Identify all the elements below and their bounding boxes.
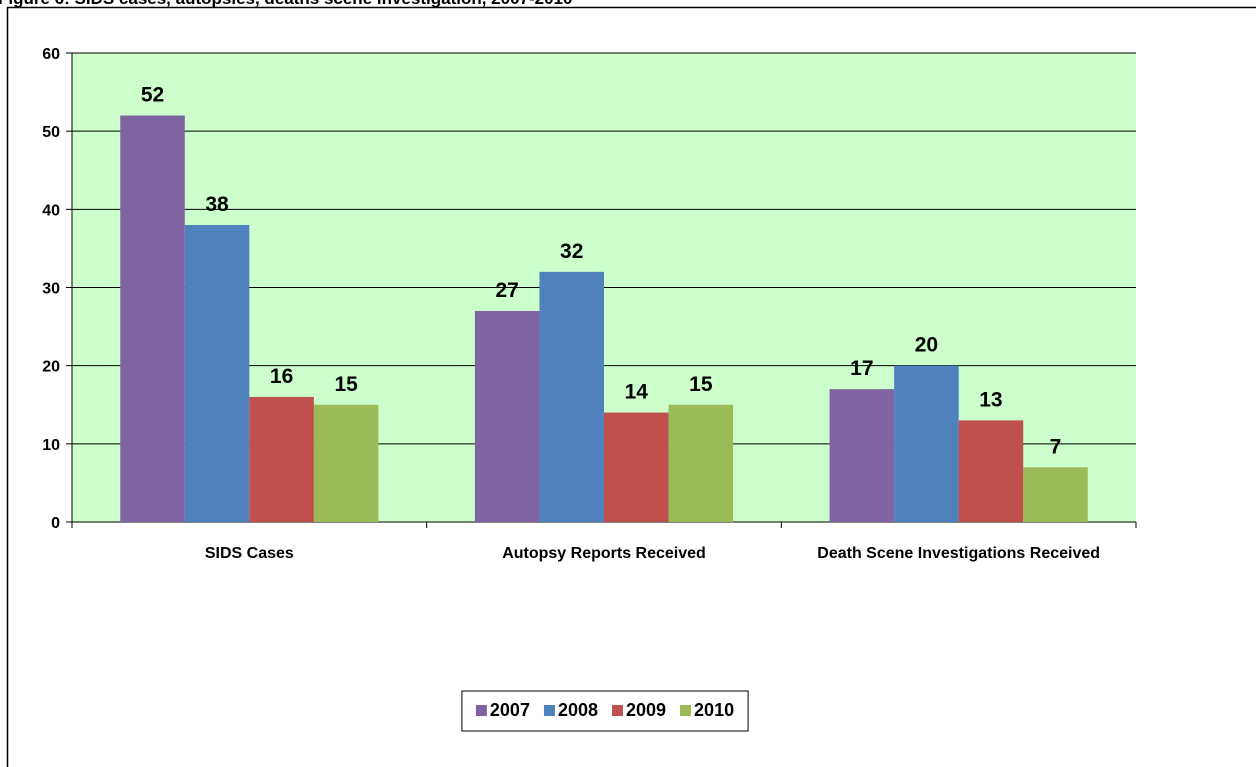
legend-label: 2008 (558, 700, 598, 720)
legend-marker (680, 705, 692, 716)
y-tick-label: 10 (42, 437, 60, 454)
data-label: 14 (625, 381, 649, 404)
legend-label: 2009 (626, 700, 666, 720)
data-label: 17 (850, 357, 873, 380)
chart-border (6, 6, 1256, 767)
data-label: 32 (560, 240, 583, 263)
legend-label: 2007 (490, 700, 530, 720)
bar (1023, 467, 1088, 522)
bar (604, 412, 669, 522)
y-tick-label: 30 (42, 281, 60, 298)
x-tick-label: SIDS Cases (205, 545, 294, 562)
legend-label: 2010 (694, 700, 734, 720)
data-label: 13 (979, 388, 1002, 411)
bar (313, 404, 379, 522)
bar (249, 396, 314, 522)
legend-marker (475, 705, 487, 716)
data-label: 27 (495, 279, 518, 302)
bar (539, 271, 604, 522)
bar (958, 420, 1024, 522)
chart-title: Figure 6: SIDS cases, autopsies, deaths … (0, 0, 572, 8)
x-tick-label: Death Scene Investigations Received (817, 545, 1100, 562)
legend-box (461, 690, 749, 732)
data-label: 20 (915, 334, 938, 357)
bar (120, 115, 185, 523)
data-label: 15 (334, 373, 358, 396)
data-label: 52 (141, 84, 164, 107)
legend: 2007 2008 2009 2010 (461, 690, 749, 732)
legend-marker (612, 705, 623, 716)
legend-marker (543, 705, 555, 716)
y-tick-label: 20 (42, 359, 60, 376)
y-tick-label: 0 (51, 515, 60, 532)
y-tick-label: 50 (42, 124, 60, 141)
x-tick-label: Autopsy Reports Received (502, 545, 706, 562)
y-tick-label: 60 (42, 46, 60, 63)
y-tick-label: 40 (42, 202, 60, 219)
data-label: 16 (270, 365, 293, 388)
bar (894, 365, 959, 522)
bar (184, 224, 250, 522)
bar (474, 310, 540, 522)
data-label: 7 (1050, 435, 1062, 458)
data-label: 15 (689, 373, 713, 396)
bar (829, 389, 895, 522)
bar (668, 404, 734, 522)
data-label: 38 (205, 193, 229, 216)
